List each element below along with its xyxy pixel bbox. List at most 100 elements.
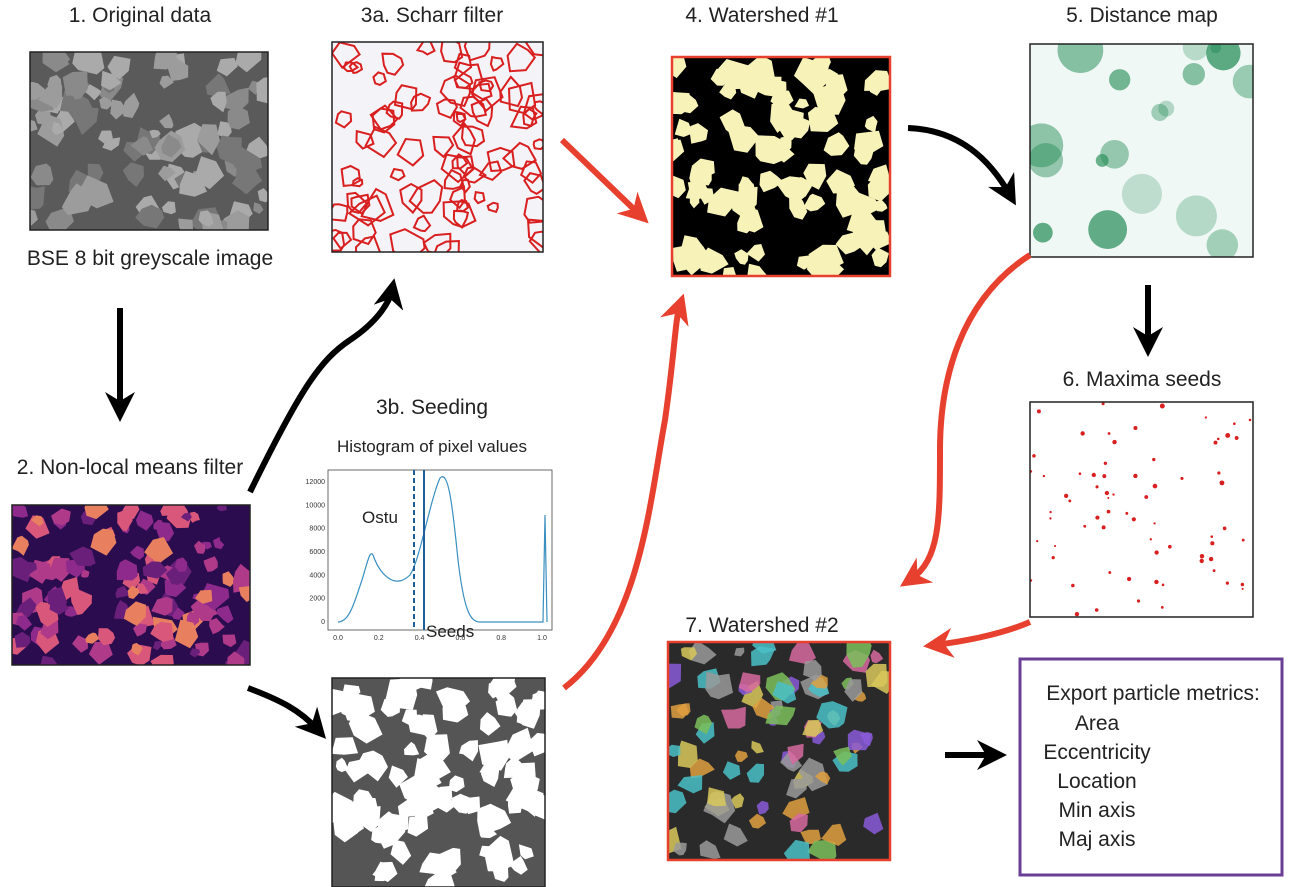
seed-dot [1217,438,1220,441]
seed-dot [1095,485,1098,488]
y-tick-label: 10000 [306,502,326,509]
blob [1019,123,1063,167]
seed-dot [1168,545,1172,549]
seed-dot [1032,454,1036,458]
export-title: Export particle metrics: [1046,682,1260,705]
seed-dot [1132,517,1136,521]
blob [1233,65,1267,99]
export-item: Maj axis [1058,828,1135,851]
export-item: Area [1075,712,1120,735]
seed-dot [1137,599,1140,602]
y-tick-label: 2000 [309,596,325,603]
seed-dot [1225,433,1230,438]
seed-dot [1161,606,1164,609]
annotation: Seeds [426,622,474,641]
blob [1088,210,1127,249]
blob [1158,101,1174,117]
image [1019,27,1266,261]
seed-dot [1241,583,1245,587]
panel-title: 2. Non-local means filter [17,456,243,479]
seed-dot [1153,522,1155,524]
seed-dot [1217,471,1220,474]
seed-dot [1049,517,1051,519]
caption: BSE 8 bit greyscale image [27,247,273,270]
blob [1100,140,1129,169]
image [655,630,896,866]
diagram: 1. Original data BSE 8 bit greyscale ima… [0,0,1292,887]
seed-dot [1075,612,1079,616]
seed-dot [1125,512,1128,515]
y-tick-label: 8000 [309,526,325,533]
seed-dot [1210,541,1214,545]
seed-dot [1152,458,1155,461]
seed-dot [1037,409,1041,413]
x-tick-label: 0.8 [496,635,506,642]
seed-dot [1108,571,1111,574]
seed-dot [1214,441,1218,445]
seed-dot [1071,584,1075,588]
seed-dot [1144,495,1148,499]
seed-dot [1102,474,1106,478]
seed-dot [1210,535,1213,538]
y-tick-label: 6000 [309,549,325,556]
blob [1207,229,1239,261]
image [1030,402,1253,617]
image [9,499,262,678]
seed-dot [1095,608,1099,612]
seed-dot [1220,480,1225,485]
export-item: Min axis [1058,799,1135,822]
seed-dot [1162,584,1165,587]
y-tick-label: 0 [321,619,325,626]
panel-title: 4. Watershed #1 [685,4,838,27]
seed-dot [1180,477,1183,480]
seed-dot [1205,416,1207,418]
image-bg [1030,44,1253,257]
seed-dot [1233,422,1236,425]
grain [779,136,792,151]
annotation: Ostu [362,508,398,527]
x-tick-label: 0.0 [333,635,343,642]
panel-title: 5. Distance map [1066,4,1218,27]
seed-dot [1154,550,1158,554]
seed-dot [1242,539,1245,542]
seed-dot [1153,484,1158,489]
image [662,52,897,286]
image-bg [1030,402,1253,617]
y-tick-label: 12000 [306,479,326,486]
seed-dot [1079,472,1082,475]
seed-dot [1095,516,1099,520]
panel-title: 3a. Scharr filter [361,4,503,27]
seed-dot [1133,426,1137,430]
seed-dot [1127,577,1131,581]
blob [1183,63,1205,85]
seed-dot [1112,493,1114,495]
seed-dot [1108,432,1111,435]
panel-title: 6. Maxima seeds [1063,368,1222,391]
seed-dot [1160,404,1165,409]
seed-dot [1104,462,1107,465]
seed-dot [1209,557,1213,561]
image [18,39,277,249]
seed-dot [1150,538,1152,540]
image [322,666,557,887]
seed-dot [1052,556,1055,559]
seed-dot [1200,554,1204,558]
seed-dot [1064,494,1068,498]
seed-dot [1235,436,1239,440]
panel-title: 1. Original data [69,4,212,27]
seed-dot [1049,511,1051,513]
panel-title: 3b. Seeding [376,396,488,419]
x-tick-label: 1.0 [537,635,547,642]
image [323,32,560,267]
panel-title: 7. Watershed #2 [685,614,838,637]
arrows [120,128,1148,755]
export-item: Eccentricity [1043,741,1151,764]
seed-dot [1105,491,1109,495]
blob [1183,35,1209,61]
grain [178,219,193,234]
blob [1109,69,1130,90]
seed-dot [1107,510,1111,514]
seed-dot [1102,525,1106,529]
export-item: Location [1057,770,1136,793]
grain [258,188,271,202]
